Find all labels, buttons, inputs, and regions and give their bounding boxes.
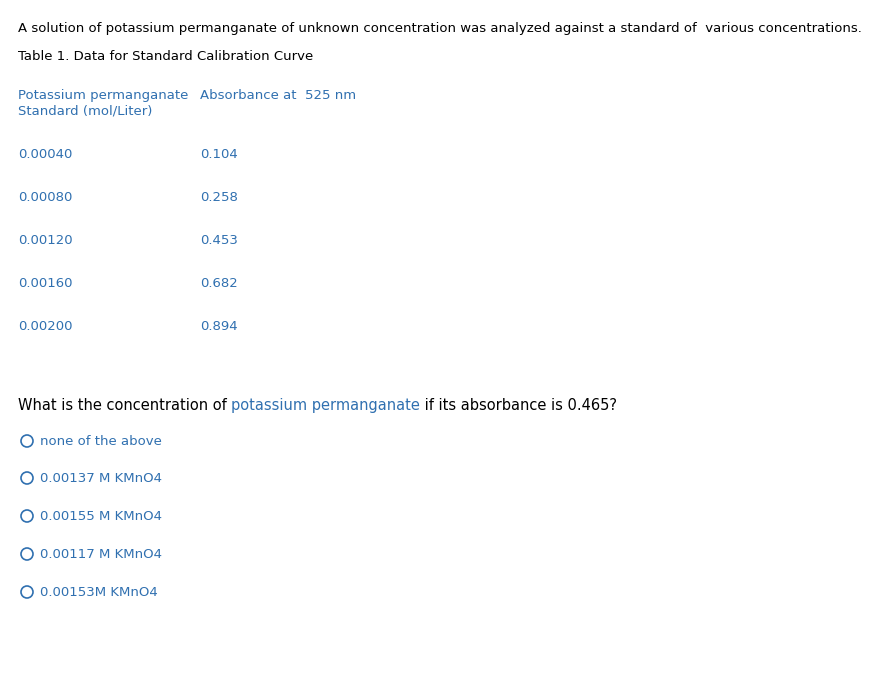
Text: Table 1. Data for Standard Calibration Curve: Table 1. Data for Standard Calibration C… — [18, 50, 313, 63]
Text: 0.00040: 0.00040 — [18, 148, 73, 161]
Text: 0.258: 0.258 — [200, 191, 238, 204]
Text: if its absorbance is 0.465?: if its absorbance is 0.465? — [420, 398, 617, 413]
Text: A solution of potassium permanganate of unknown concentration was analyzed again: A solution of potassium permanganate of … — [18, 22, 862, 35]
Text: Absorbance at  525 nm: Absorbance at 525 nm — [200, 89, 356, 102]
Text: 0.00153M KMnO4: 0.00153M KMnO4 — [40, 586, 158, 599]
Text: Standard (mol/Liter): Standard (mol/Liter) — [18, 105, 152, 118]
Text: 0.00155 M KMnO4: 0.00155 M KMnO4 — [40, 510, 162, 523]
Text: 0.00117 M KMnO4: 0.00117 M KMnO4 — [40, 548, 162, 561]
Text: potassium permanganate: potassium permanganate — [231, 398, 420, 413]
Text: 0.104: 0.104 — [200, 148, 238, 161]
Text: 0.894: 0.894 — [200, 320, 238, 333]
Text: Potassium permanganate: Potassium permanganate — [18, 89, 189, 102]
Text: 0.682: 0.682 — [200, 277, 238, 290]
Text: 0.453: 0.453 — [200, 234, 238, 247]
Text: 0.00160: 0.00160 — [18, 277, 73, 290]
Text: 0.00120: 0.00120 — [18, 234, 73, 247]
Text: none of the above: none of the above — [40, 435, 162, 448]
Text: 0.00137 M KMnO4: 0.00137 M KMnO4 — [40, 472, 162, 485]
Text: What is the concentration of: What is the concentration of — [18, 398, 231, 413]
Text: 0.00080: 0.00080 — [18, 191, 73, 204]
Text: 0.00200: 0.00200 — [18, 320, 73, 333]
